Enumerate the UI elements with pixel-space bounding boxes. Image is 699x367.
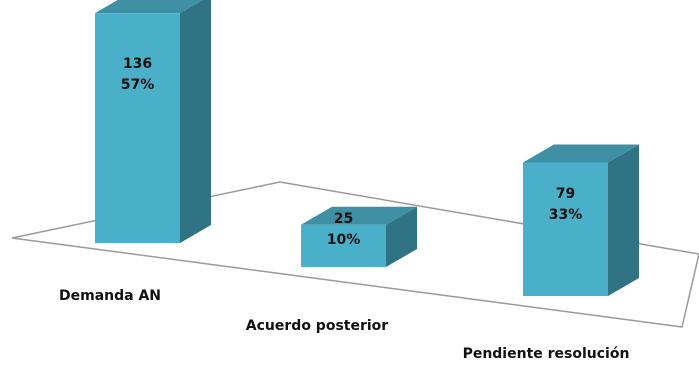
category-label: Acuerdo posterior: [246, 318, 388, 334]
bar-top-face: [301, 206, 417, 225]
bar-top-face: [95, 0, 203, 14]
value-label: 79: [556, 186, 575, 202]
bar-front-face: [95, 13, 180, 243]
value-label: 25: [334, 211, 353, 227]
bar-2: [301, 206, 417, 267]
bar-1: [95, 0, 211, 243]
bar-3: [523, 144, 639, 296]
percent-label: 10%: [327, 232, 361, 248]
percent-label: 33%: [549, 207, 583, 223]
bar-side-face: [386, 206, 417, 267]
category-label: Pendiente resolución: [463, 346, 630, 362]
bar-side-face: [180, 0, 211, 243]
bar-front-face: [523, 162, 608, 296]
bar-side-face: [608, 144, 639, 296]
percent-label: 57%: [121, 77, 155, 93]
value-label: 136: [123, 56, 152, 72]
bar-top-face: [523, 144, 639, 163]
bar-front-face: [301, 224, 386, 267]
category-label: Demanda AN: [59, 288, 161, 304]
